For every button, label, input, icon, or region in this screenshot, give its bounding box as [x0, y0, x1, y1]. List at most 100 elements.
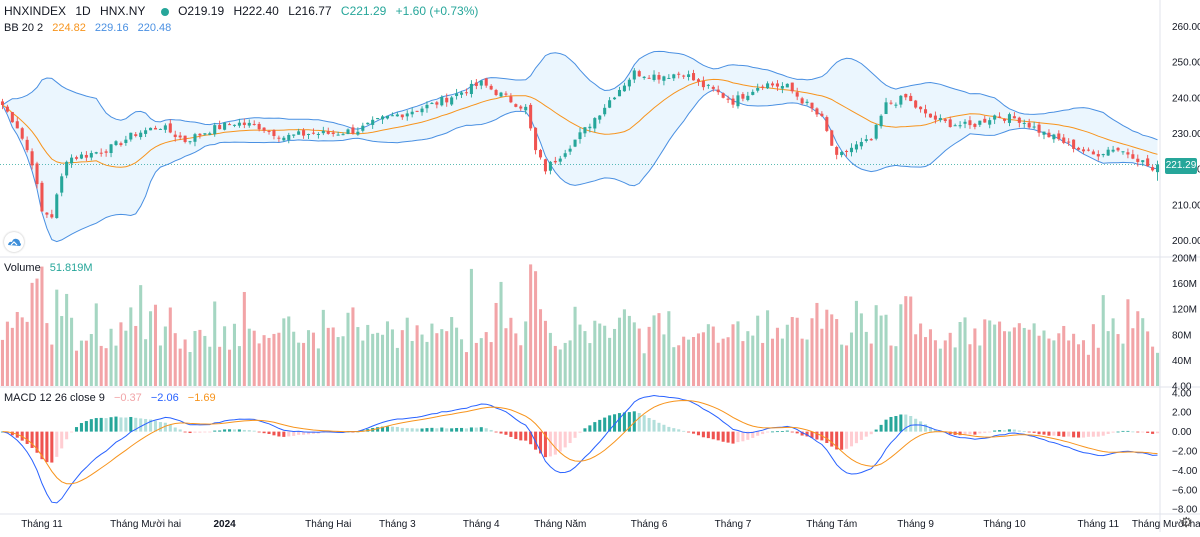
candle-body [326, 131, 330, 134]
volume-bar [351, 307, 355, 386]
candle-body [232, 124, 236, 126]
volume-bar [223, 326, 227, 386]
macd-legend[interactable]: MACD 12 26 close 9 −0.37 −2.06 −1.69 [4, 392, 222, 404]
macd-histogram-bar [647, 417, 651, 432]
volume-bar [751, 335, 755, 386]
tradingview-logo-icon[interactable] [4, 232, 24, 252]
volume-bar [0, 339, 4, 386]
macd-histogram-bar [1146, 431, 1150, 433]
candle-body [963, 121, 967, 124]
volume-bar [884, 314, 888, 386]
volume-bar [538, 309, 543, 386]
macd-histogram-bar [696, 431, 700, 436]
volume-bar [297, 342, 301, 386]
candle-body [657, 75, 661, 80]
macd-histogram-bar [479, 427, 483, 432]
volume-bar [267, 337, 271, 386]
macd-histogram-bar [543, 431, 547, 458]
macd-histogram-bar [287, 431, 291, 437]
volume-bar [928, 329, 932, 386]
macd-histogram-bar [84, 421, 88, 432]
price-legend[interactable]: HNXINDEX 1D HNX.NY O219.19 H222.40 L216.… [4, 4, 484, 18]
bb-label[interactable]: BB 20 2 [4, 22, 44, 34]
macd-histogram-bar [958, 431, 962, 436]
macd-histogram-bar [306, 431, 311, 435]
volume-bar [60, 316, 64, 386]
volume-bar [770, 338, 775, 386]
volume-bar [667, 311, 671, 386]
macd-histogram-bar [1101, 431, 1105, 436]
volume-bar [168, 307, 172, 386]
volume-bar [381, 334, 385, 386]
settings-gear-icon[interactable]: ⚙ [1180, 514, 1193, 530]
volume-tick-label: 40M [1172, 356, 1191, 367]
volume-bar [696, 333, 700, 386]
candle-body [548, 161, 552, 171]
volume-bar [741, 341, 745, 386]
candle-body [371, 119, 375, 125]
macd-histogram-bar [247, 430, 251, 432]
volume-bar [845, 345, 849, 386]
volume-bar [153, 304, 158, 386]
symbol-label[interactable]: HNXINDEX [4, 4, 67, 18]
volume-bar [943, 340, 947, 386]
time-tick-label: Tháng 7 [715, 519, 752, 530]
macd-tick-label: −4.00 [1172, 466, 1198, 477]
volume-bar [20, 317, 24, 386]
volume-bar [25, 321, 29, 386]
candle-body [993, 115, 997, 120]
bb-lower-value: 220.48 [137, 22, 172, 34]
candle-body [983, 118, 987, 123]
candle-body [99, 152, 103, 154]
macd-histogram-bar [381, 426, 385, 432]
volume-legend[interactable]: Volume 51.819M [4, 262, 99, 274]
candle-body [153, 127, 158, 130]
macd-histogram-bar [795, 431, 799, 434]
macd-signal-value: −1.69 [187, 392, 216, 404]
candle-body [287, 134, 291, 140]
macd-histogram-bar [1156, 431, 1160, 434]
candle-body [0, 101, 4, 105]
candle-body [578, 132, 582, 140]
candle-body [208, 133, 212, 135]
bb-mid-value: 224.82 [52, 22, 86, 34]
macd-label[interactable]: MACD 12 26 close 9 [4, 392, 105, 404]
macd-histogram-bar [682, 430, 686, 432]
macd-histogram-bar [35, 431, 39, 453]
macd-histogram-bar [1151, 431, 1155, 434]
macd-histogram-bar [30, 431, 34, 448]
price-tick-label: 250.00 [1172, 58, 1200, 69]
candle-body [573, 139, 577, 147]
candle-body [1146, 158, 1150, 167]
candle-body [139, 132, 143, 138]
macd-histogram-bar [425, 428, 429, 432]
candle-body [716, 89, 720, 93]
candle-body [924, 109, 928, 114]
volume-bar [603, 325, 607, 386]
candle-body [292, 134, 296, 136]
bb-legend[interactable]: BB 20 2 224.82 229.16 220.48 [4, 22, 177, 34]
candle-body [89, 153, 93, 158]
macd-histogram-bar [74, 427, 79, 432]
interval-label[interactable]: 1D [75, 4, 91, 18]
volume-bar [519, 345, 523, 386]
volume-bar [341, 336, 345, 386]
volume-bar [79, 340, 83, 386]
volume-bar [94, 303, 98, 386]
volume-tick-label: 160M [1172, 279, 1197, 290]
macd-histogram-bar [55, 431, 59, 457]
volume-bar [262, 335, 266, 386]
macd-histogram-bar [1032, 431, 1036, 433]
candle-body [499, 92, 503, 97]
volume-bar [489, 342, 493, 386]
volume-bar [1002, 331, 1007, 386]
candle-body [390, 115, 394, 117]
market-status-icon [160, 7, 169, 16]
candle-body [40, 182, 44, 212]
candle-body [553, 160, 557, 163]
candle-body [736, 95, 740, 107]
macd-histogram-bar [1111, 431, 1115, 433]
volume-label[interactable]: Volume [4, 262, 41, 274]
